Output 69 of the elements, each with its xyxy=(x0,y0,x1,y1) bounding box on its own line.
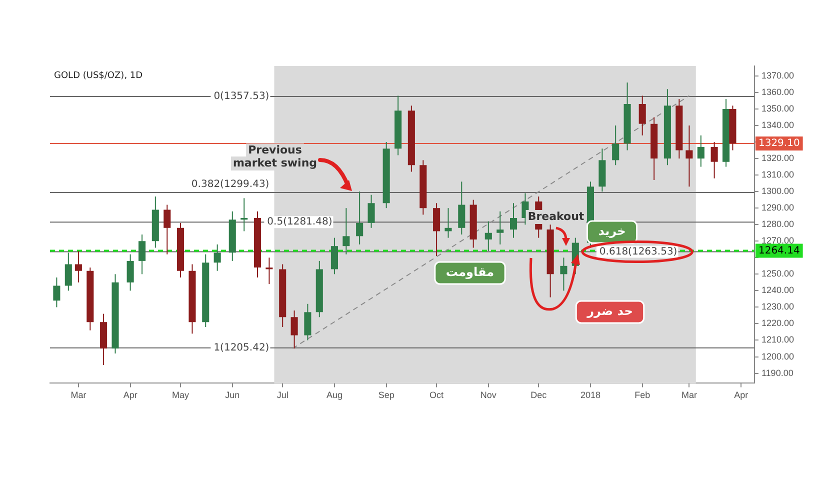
annotation: Previous market swing xyxy=(232,143,318,170)
candlestick xyxy=(496,210,504,245)
candlestick xyxy=(444,208,452,238)
x-tick-label: Dec xyxy=(530,390,548,400)
ref-line-label: 0.382(1299.43) xyxy=(191,179,270,190)
y-tick-label: 1320.00 xyxy=(761,153,794,163)
y-tick-label: 1250.00 xyxy=(761,268,794,279)
y-tick-label: 1340.00 xyxy=(761,120,794,130)
candlestick xyxy=(484,220,492,252)
x-tick-label: Nov xyxy=(480,390,497,400)
candlestick xyxy=(138,234,146,275)
ref-line-label: 0.5(1281.48) xyxy=(267,216,332,228)
y-tick-label: 1290.00 xyxy=(761,202,794,213)
candlestick xyxy=(638,95,646,136)
candlestick xyxy=(64,252,72,292)
annotation: خرید xyxy=(598,224,626,238)
candlestick xyxy=(510,202,518,238)
candlestick xyxy=(304,303,312,341)
candlestick xyxy=(214,244,221,272)
y-tick-label: 1310.00 xyxy=(761,170,794,180)
candlestick xyxy=(458,181,466,236)
candlestick xyxy=(53,276,60,308)
x-tick-label: Mar xyxy=(681,390,697,400)
x-tick-label: Apr xyxy=(734,390,748,400)
annotation: Breakout xyxy=(528,210,584,223)
candlestick xyxy=(290,310,298,350)
y-tick-label: 1210.00 xyxy=(761,334,794,345)
candlestick xyxy=(342,208,350,255)
ref-line-label: 1(1205.42) xyxy=(214,342,270,354)
ref-line-label: 1264.14 xyxy=(758,245,800,256)
candlestick xyxy=(164,204,171,255)
y-tick-label: 1360.00 xyxy=(761,86,794,97)
y-tick-label: 1240.00 xyxy=(761,285,794,296)
candlestick xyxy=(710,141,718,179)
x-tick-label: May xyxy=(172,390,190,400)
x-tick-label: Oct xyxy=(430,390,444,400)
annotation: حد ضرر xyxy=(586,304,633,318)
y-tick-label: 1270.00 xyxy=(761,236,794,246)
y-tick-label: 1300.00 xyxy=(761,186,794,196)
y-tick-label: 1220.00 xyxy=(761,318,794,328)
candlestick xyxy=(612,124,620,166)
x-tick-label: Jun xyxy=(225,390,240,400)
ref-line-label: 1329.10 xyxy=(758,138,800,150)
x-tick-label: Mar xyxy=(70,390,86,400)
x-tick-label: 2018 xyxy=(580,390,600,400)
y-tick-label: 1190.00 xyxy=(761,368,794,378)
text: GOLD (US$/OZ), 1D xyxy=(54,70,143,81)
ref-line-label: 0.618(1263.53) xyxy=(599,246,678,258)
candlestick xyxy=(560,257,568,292)
candlestick xyxy=(356,191,364,245)
x-tick-label: Apr xyxy=(123,390,138,400)
candlestick xyxy=(686,124,693,188)
candlestick xyxy=(126,254,134,292)
candlestick xyxy=(368,194,375,228)
y-tick-label: 1200.00 xyxy=(761,351,794,362)
x-tick-label: Aug xyxy=(326,390,342,400)
y-tick-label: 1280.00 xyxy=(761,219,794,230)
ref-line-label: 0(1357.53) xyxy=(214,91,270,102)
x-tick-label: Jul xyxy=(276,390,288,400)
y-tick-label: 1350.00 xyxy=(761,103,794,114)
candlestick xyxy=(74,250,82,283)
y-tick-label: 1370.00 xyxy=(761,70,794,80)
x-tick-label: Feb xyxy=(634,390,650,400)
candlestick xyxy=(433,202,440,256)
annotation: مقاومت xyxy=(446,265,494,280)
y-tick-label: 1230.00 xyxy=(761,302,794,312)
x-tick-label: Sep xyxy=(378,390,394,400)
candlestick xyxy=(697,134,704,168)
candlestick xyxy=(330,237,338,275)
